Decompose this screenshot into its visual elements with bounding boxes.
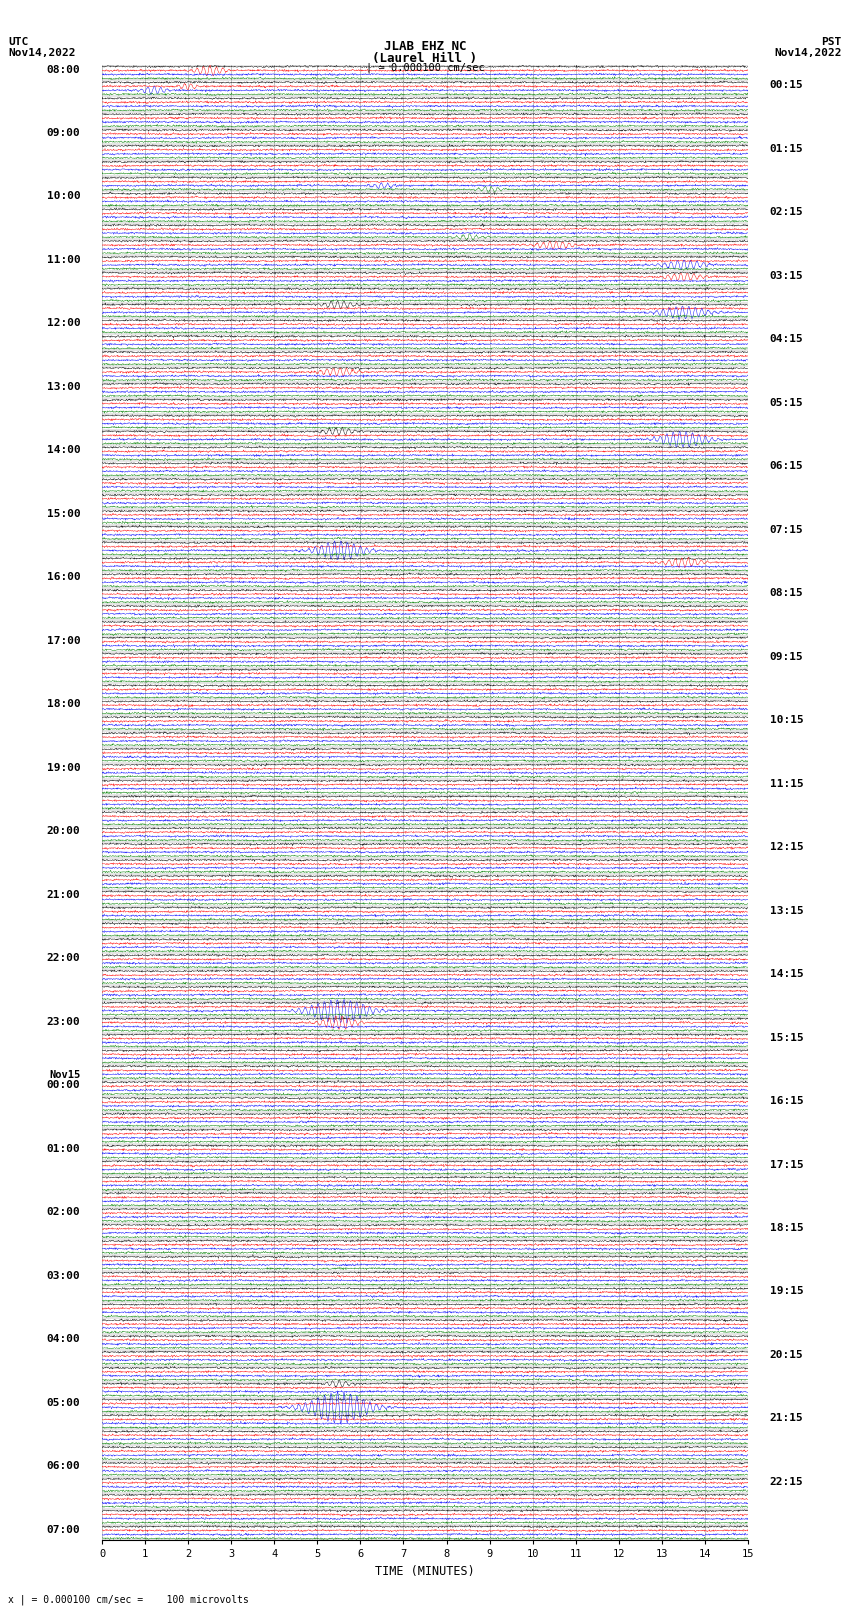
Text: 04:00: 04:00 (47, 1334, 81, 1344)
Text: 06:00: 06:00 (47, 1461, 81, 1471)
Text: 03:00: 03:00 (47, 1271, 81, 1281)
Text: 19:00: 19:00 (47, 763, 81, 773)
Text: 16:00: 16:00 (47, 573, 81, 582)
Text: 04:15: 04:15 (769, 334, 803, 344)
Text: Nov14,2022: Nov14,2022 (8, 48, 76, 58)
Text: 16:15: 16:15 (769, 1097, 803, 1107)
Text: 07:00: 07:00 (47, 1524, 81, 1534)
Text: 01:15: 01:15 (769, 144, 803, 153)
Text: UTC: UTC (8, 37, 29, 47)
Text: 14:15: 14:15 (769, 969, 803, 979)
Text: 02:15: 02:15 (769, 208, 803, 218)
Text: PST: PST (821, 37, 842, 47)
Text: 20:00: 20:00 (47, 826, 81, 836)
Text: 06:15: 06:15 (769, 461, 803, 471)
Text: 15:15: 15:15 (769, 1032, 803, 1042)
Text: 10:15: 10:15 (769, 715, 803, 726)
Text: 12:15: 12:15 (769, 842, 803, 852)
Text: 18:15: 18:15 (769, 1223, 803, 1232)
Text: 02:00: 02:00 (47, 1207, 81, 1218)
Text: 17:15: 17:15 (769, 1160, 803, 1169)
Text: 08:15: 08:15 (769, 589, 803, 598)
Text: 18:00: 18:00 (47, 700, 81, 710)
Text: 03:15: 03:15 (769, 271, 803, 281)
Text: 22:15: 22:15 (769, 1478, 803, 1487)
Text: 08:00: 08:00 (47, 65, 81, 74)
Text: 00:00: 00:00 (47, 1081, 81, 1090)
Text: 11:15: 11:15 (769, 779, 803, 789)
Text: 20:15: 20:15 (769, 1350, 803, 1360)
X-axis label: TIME (MINUTES): TIME (MINUTES) (375, 1565, 475, 1578)
Text: 07:15: 07:15 (769, 524, 803, 536)
Text: 00:15: 00:15 (769, 81, 803, 90)
Text: 14:00: 14:00 (47, 445, 81, 455)
Text: Nov14,2022: Nov14,2022 (774, 48, 842, 58)
Text: 01:00: 01:00 (47, 1144, 81, 1153)
Text: 15:00: 15:00 (47, 508, 81, 519)
Text: (Laurel Hill ): (Laurel Hill ) (372, 52, 478, 65)
Text: 17:00: 17:00 (47, 636, 81, 645)
Text: 05:00: 05:00 (47, 1397, 81, 1408)
Text: 11:00: 11:00 (47, 255, 81, 265)
Text: Nov15: Nov15 (49, 1069, 81, 1081)
Text: 13:00: 13:00 (47, 382, 81, 392)
Text: 22:00: 22:00 (47, 953, 81, 963)
Text: | = 0.000100 cm/sec: | = 0.000100 cm/sec (366, 63, 484, 74)
Text: 09:15: 09:15 (769, 652, 803, 661)
Text: 13:15: 13:15 (769, 905, 803, 916)
Text: 21:15: 21:15 (769, 1413, 803, 1423)
Text: 10:00: 10:00 (47, 192, 81, 202)
Text: 12:00: 12:00 (47, 318, 81, 329)
Text: 21:00: 21:00 (47, 890, 81, 900)
Text: 19:15: 19:15 (769, 1287, 803, 1297)
Text: JLAB EHZ NC: JLAB EHZ NC (383, 40, 467, 53)
Text: 05:15: 05:15 (769, 398, 803, 408)
Text: x | = 0.000100 cm/sec =    100 microvolts: x | = 0.000100 cm/sec = 100 microvolts (8, 1594, 249, 1605)
Text: 23:00: 23:00 (47, 1016, 81, 1027)
Text: 09:00: 09:00 (47, 127, 81, 139)
